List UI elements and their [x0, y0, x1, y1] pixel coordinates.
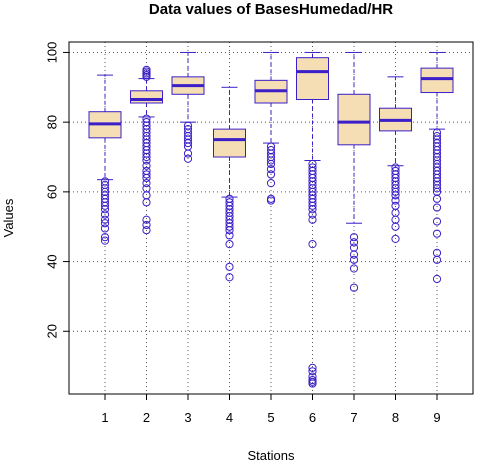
outlier-point [100, 224, 110, 233]
outlier-point [100, 177, 110, 186]
x-tick-label: 4 [226, 410, 233, 425]
x-tick-label: 6 [309, 410, 316, 425]
outlier-point [432, 229, 442, 238]
x-tick-label: 2 [143, 410, 150, 425]
outlier-point [142, 118, 151, 127]
outlier-point [266, 179, 276, 188]
outlier-point [142, 179, 151, 188]
iqr-box [296, 57, 329, 101]
outlier-point [142, 226, 151, 235]
outlier-point [225, 198, 234, 207]
y-tick-label: 20 [45, 324, 60, 338]
outlier-point [432, 203, 442, 212]
y-tick-label: 80 [45, 115, 60, 129]
outlier-point [349, 238, 359, 247]
outlier-point [100, 236, 110, 245]
box-station-3 [171, 51, 205, 163]
outlier-point [349, 264, 359, 273]
outlier-point [225, 273, 234, 282]
y-tick-label: 60 [45, 185, 60, 199]
y-tick-label: 40 [45, 254, 60, 268]
iqr-box [130, 90, 163, 104]
outlier-point [349, 243, 359, 252]
outlier-point [432, 274, 442, 284]
box-station-4 [213, 86, 246, 282]
outlier-point [183, 121, 193, 130]
outlier-point [391, 163, 400, 172]
box-station-1 [88, 74, 122, 245]
box-station-5 [254, 51, 288, 205]
x-axis-label: Stations [248, 448, 295, 463]
x-tick-label: 3 [184, 410, 191, 425]
outlier-point [391, 166, 400, 176]
boxes-layer [88, 51, 454, 388]
outlier-point [308, 159, 317, 169]
x-tick-label: 8 [392, 410, 399, 425]
outlier-point [349, 233, 359, 242]
outlier-point [225, 231, 234, 240]
box-station-2 [130, 65, 163, 235]
outlier-point [225, 262, 234, 271]
outlier-point [349, 283, 359, 292]
outlier-point [183, 149, 193, 158]
outlier-point [266, 142, 276, 151]
outlier-point [308, 210, 317, 219]
y-tick-label: 100 [45, 42, 60, 64]
outlier-point [266, 145, 276, 155]
iqr-box [213, 128, 246, 158]
x-tick-label: 5 [267, 410, 274, 425]
outlier-point [391, 201, 400, 210]
outlier-point [100, 215, 110, 224]
outlier-point [308, 240, 317, 249]
chart-title: Data values of BasesHumedad/HR [149, 1, 393, 18]
outlier-point [432, 217, 442, 226]
outlier-point [100, 233, 110, 242]
box-station-7 [337, 51, 371, 292]
outlier-point [100, 219, 110, 228]
outlier-point [266, 194, 276, 203]
outlier-point [432, 131, 442, 141]
outlier-point [391, 234, 400, 244]
outlier-point [308, 215, 317, 224]
outlier-point [142, 65, 151, 74]
outlier-point [266, 170, 276, 179]
outlier-point [308, 367, 317, 376]
outlier-point [142, 114, 151, 123]
outlier-point [142, 215, 151, 224]
box-station-6 [296, 51, 329, 388]
outlier-point [266, 165, 276, 174]
outlier-point [142, 220, 151, 230]
outlier-point [142, 166, 151, 176]
outlier-point [183, 154, 193, 163]
box-station-8 [379, 76, 412, 244]
outlier-point [391, 196, 400, 205]
outlier-point [308, 375, 317, 385]
outlier-point [308, 372, 317, 381]
outlier-point [142, 161, 151, 170]
iqr-box [420, 67, 454, 94]
x-tick-label: 7 [350, 410, 357, 425]
outlier-point [142, 184, 151, 193]
outlier-point [308, 163, 317, 172]
box-station-9 [420, 51, 454, 284]
outlier-point [100, 210, 110, 219]
outlier-point [225, 240, 234, 249]
outlier-point [432, 248, 442, 257]
x-tick-label: 1 [101, 410, 108, 425]
outlier-point [142, 170, 151, 179]
outlier-point [225, 194, 234, 203]
iqr-box [337, 93, 371, 146]
outlier-point [308, 363, 317, 372]
outlier-point [100, 180, 110, 189]
axes-layer: 20 40 60 80 100 1 2 3 4 5 6 7 8 9 [45, 42, 441, 425]
outlier-point [142, 191, 151, 200]
outlier-point [349, 255, 359, 264]
outlier-point [432, 128, 442, 137]
x-tick-label: 9 [433, 410, 440, 425]
y-axis-label: Values [1, 198, 16, 237]
outlier-point [183, 125, 193, 134]
